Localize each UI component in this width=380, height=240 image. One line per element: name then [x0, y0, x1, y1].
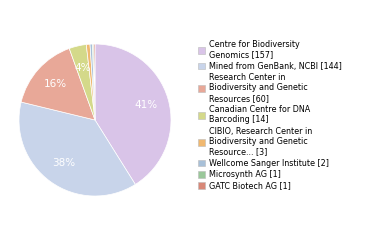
- Legend: Centre for Biodiversity
Genomics [157], Mined from GenBank, NCBI [144], Research: Centre for Biodiversity Genomics [157], …: [198, 40, 342, 190]
- Wedge shape: [86, 44, 95, 120]
- Wedge shape: [21, 48, 95, 120]
- Wedge shape: [90, 44, 95, 120]
- Wedge shape: [19, 102, 135, 196]
- Wedge shape: [69, 44, 95, 120]
- Text: 4%: 4%: [74, 63, 91, 73]
- Wedge shape: [92, 44, 95, 120]
- Text: 38%: 38%: [52, 158, 76, 168]
- Text: 16%: 16%: [44, 79, 67, 90]
- Wedge shape: [94, 44, 95, 120]
- Wedge shape: [95, 44, 171, 184]
- Text: 41%: 41%: [135, 100, 158, 110]
